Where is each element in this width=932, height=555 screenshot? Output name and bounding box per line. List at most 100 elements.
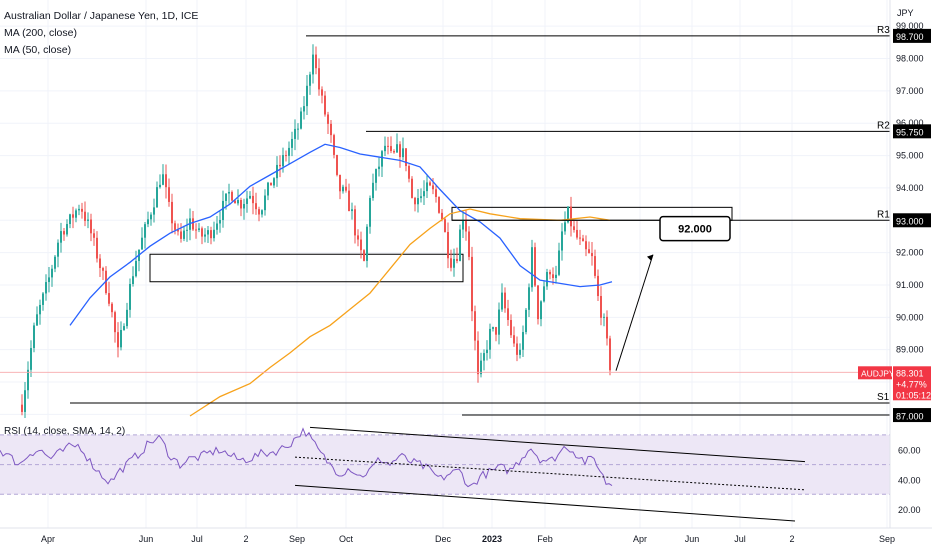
candle-body — [21, 404, 23, 412]
candle-body — [603, 316, 605, 318]
candle-body — [609, 338, 611, 371]
candle-body — [57, 242, 59, 257]
time-tick-label: Sep — [879, 534, 895, 544]
candle-body — [132, 276, 134, 284]
time-tick-label: Jul — [191, 534, 203, 544]
level-badge-text-r2: 95.750 — [896, 127, 924, 137]
time-tick-label: Apr — [633, 534, 647, 544]
candle-body — [135, 260, 137, 277]
candle-body — [282, 155, 284, 167]
candle-body — [306, 85, 308, 107]
candle-body — [438, 196, 440, 213]
legend-title[interactable]: Australian Dollar / Japanese Yen, 1D, IC… — [4, 10, 199, 22]
candle-body — [129, 283, 131, 310]
candle-body — [123, 326, 125, 330]
last-price-value: 88.301 — [896, 368, 924, 378]
legend-ma200[interactable]: MA (200, close) — [4, 27, 77, 39]
candle-body — [492, 327, 494, 329]
ma200-line — [189, 208, 611, 417]
candle-body — [324, 95, 326, 115]
candle-body — [249, 195, 251, 199]
candle-body — [471, 256, 473, 312]
candle-body — [114, 312, 116, 333]
candle-body — [261, 210, 263, 215]
candle-body — [315, 54, 317, 69]
candle-body — [246, 198, 248, 204]
candle-body — [72, 214, 74, 218]
rsi-channel-upper — [309, 426, 806, 463]
level-badge-r3 — [893, 28, 931, 43]
candle-body — [174, 223, 176, 230]
price-tick-label: 95.000 — [896, 151, 924, 161]
candle-body — [36, 314, 38, 326]
last-price-change: +4.77% — [896, 379, 927, 389]
rsi-channel-lower — [294, 484, 796, 522]
candle-body — [402, 148, 404, 158]
rsi-line — [0, 427, 613, 488]
candle-body — [231, 191, 233, 201]
candle-body — [453, 258, 455, 268]
candle-body — [606, 316, 608, 339]
candle-body — [168, 187, 170, 202]
candle-body — [291, 138, 293, 148]
candle-body — [84, 211, 86, 221]
price-tick-label: 98.000 — [896, 54, 924, 64]
candle-body — [159, 184, 161, 188]
candle-body — [480, 360, 482, 375]
candle-body — [312, 54, 314, 75]
candle-body — [432, 185, 434, 190]
candle-body — [444, 219, 446, 232]
candle-body — [240, 199, 242, 209]
candle-body — [366, 226, 368, 261]
price-tick-label: 94.000 — [896, 183, 924, 193]
candle-body — [48, 277, 50, 283]
candle-body — [540, 301, 542, 320]
candle-body — [483, 353, 485, 361]
candle-body — [516, 343, 518, 355]
candle-body — [384, 145, 386, 152]
target-label: 92.000 — [678, 224, 712, 236]
price-tick-label: 99.000 — [896, 21, 924, 31]
candle-body — [465, 219, 467, 232]
candle-body — [417, 198, 419, 205]
candle-body — [213, 229, 215, 239]
candle-body — [405, 148, 407, 166]
candle-body — [456, 258, 458, 261]
symbol-badge-text: AUDJPY — [861, 368, 895, 378]
candle-body — [222, 200, 224, 220]
candle-body — [327, 114, 329, 124]
candle-body — [258, 209, 260, 215]
candle-body — [219, 219, 221, 224]
last-price-badge — [893, 366, 931, 401]
candle-body — [216, 223, 218, 230]
candle-body — [489, 328, 491, 350]
legend-ma50[interactable]: MA (50, close) — [4, 44, 72, 56]
candle-body — [429, 182, 431, 186]
time-axis[interactable]: Apr Jun Jul 2 Sep Oct Dec 2023 Feb Apr Jun Jul 2 Sep — [0, 527, 932, 544]
candle-body — [408, 165, 410, 179]
currency-label: JPY — [897, 8, 914, 18]
candle-body — [357, 235, 359, 240]
candle-body — [150, 214, 152, 220]
candle-body — [297, 128, 299, 130]
extra-axis-badge-text: 87.000 — [896, 411, 924, 421]
candle-body — [591, 253, 593, 257]
price-axis[interactable]: JPY 99.000 98.000 97.000 96.000 95.000 94.000 9… — [0, 0, 931, 528]
rsi-legend: RSI (14, close, SMA, 14, 2) — [4, 426, 125, 437]
candle-body — [144, 224, 146, 238]
candle-body — [579, 237, 581, 239]
candle-body — [66, 224, 68, 235]
level-label-r1: R1 — [877, 209, 890, 220]
candle-body — [573, 226, 575, 230]
candle-body — [210, 230, 212, 239]
candle-body — [510, 320, 512, 336]
candle-body — [99, 258, 101, 269]
candle-body — [69, 214, 71, 225]
candle-body — [486, 349, 488, 354]
moving-averages — [69, 143, 613, 417]
candle-body — [393, 151, 395, 153]
candle-body — [171, 201, 173, 224]
candle-body — [237, 199, 239, 204]
